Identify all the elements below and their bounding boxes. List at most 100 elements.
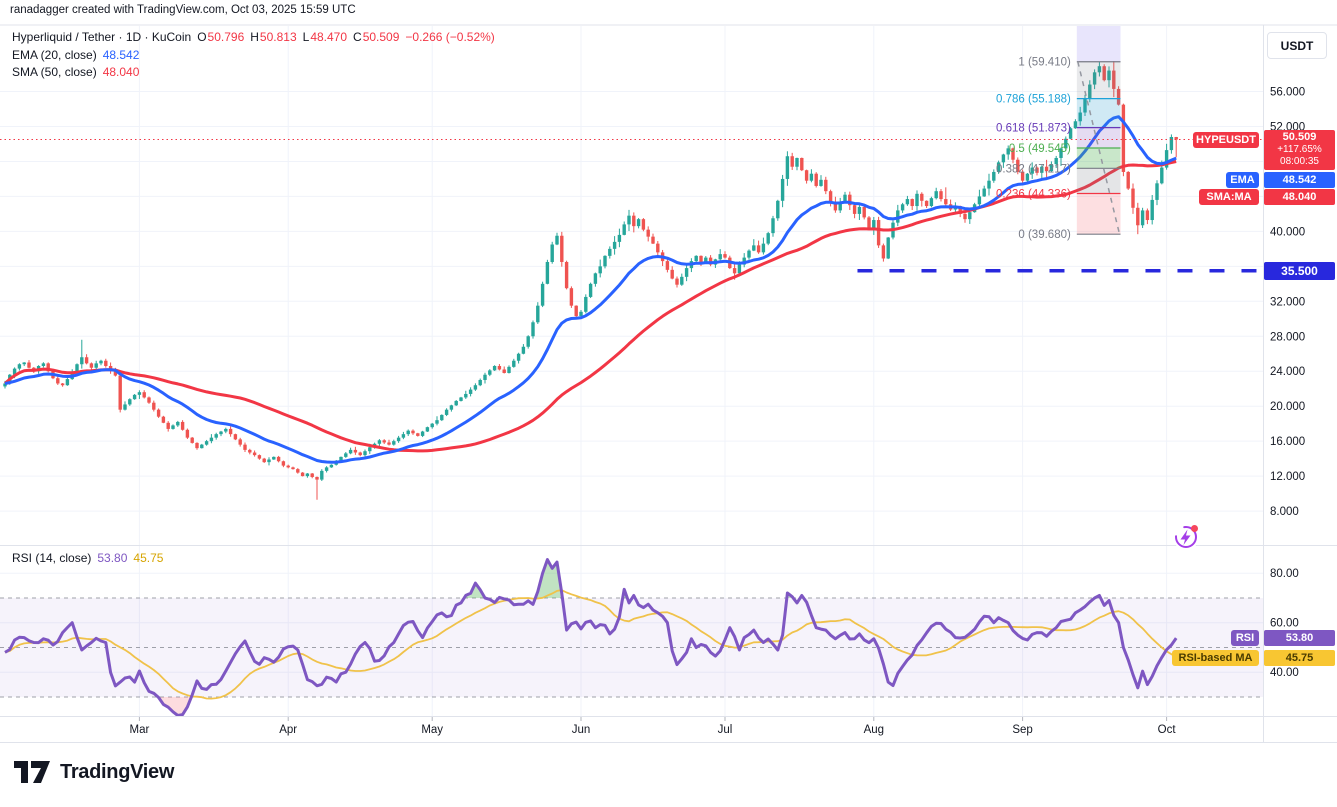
price-axis-label: 16.000 <box>1270 436 1305 448</box>
candle <box>1078 112 1082 122</box>
candle <box>704 257 708 263</box>
candle <box>113 369 118 376</box>
candle <box>1059 148 1063 158</box>
candle <box>574 305 578 317</box>
candle <box>569 288 574 306</box>
candle <box>641 219 646 230</box>
candle <box>209 437 214 442</box>
last-price: 50.509 <box>1282 131 1317 144</box>
ohlc-change: −0.266 (−0.52%) <box>405 30 495 44</box>
candle <box>286 465 290 468</box>
candle <box>723 254 727 258</box>
rsi-axis-labels: 80.00 60.00 40.00 <box>1270 568 1299 679</box>
candle <box>804 170 809 181</box>
candle <box>1001 154 1006 163</box>
candle <box>387 442 391 445</box>
candle <box>320 470 324 480</box>
candle <box>339 456 343 461</box>
candle <box>929 198 934 207</box>
candle <box>1164 150 1169 168</box>
time-axis-label: Aug <box>864 724 884 736</box>
candle <box>617 234 622 242</box>
candle <box>924 200 929 207</box>
candle <box>214 434 218 438</box>
candle <box>17 364 22 369</box>
candle <box>795 157 799 167</box>
candle <box>75 364 79 373</box>
candle <box>785 156 790 179</box>
candle <box>1025 173 1030 181</box>
rsi-band <box>0 597 1263 698</box>
ohlc-open: O50.796 <box>197 30 245 44</box>
candle <box>1030 167 1034 174</box>
candle <box>958 206 962 214</box>
candle <box>800 157 804 171</box>
fib-level-label: 0.236 (44.336) <box>996 188 1071 200</box>
sma-indicator-name[interactable]: SMA (50, close) <box>12 65 97 79</box>
candle <box>881 245 886 259</box>
candle <box>684 268 689 277</box>
candle <box>1044 166 1049 172</box>
ema-indicator-name[interactable]: EMA (20, close) <box>12 48 97 62</box>
candle <box>147 397 151 403</box>
rsi-indicator-name[interactable]: RSI (14, close) <box>12 551 92 565</box>
rsi-oversold-fill <box>158 697 192 716</box>
price-axis-label: 28.000 <box>1270 331 1305 343</box>
candle <box>435 420 439 424</box>
candle <box>670 269 674 279</box>
candle <box>824 179 828 192</box>
candle <box>132 394 137 400</box>
candle <box>867 217 871 228</box>
candle <box>1140 210 1145 226</box>
attribution-text: ranadagger created with TradingView.com,… <box>10 4 356 16</box>
candle <box>646 229 650 237</box>
candle <box>1155 183 1159 200</box>
candle <box>238 439 242 445</box>
candle <box>425 427 430 432</box>
candle <box>454 400 458 406</box>
candle <box>176 421 180 426</box>
time-axis-label: Oct <box>1158 724 1177 736</box>
candle <box>41 363 46 366</box>
candle <box>920 193 924 201</box>
candle <box>3 383 7 387</box>
candle <box>252 452 257 456</box>
candle <box>281 461 286 466</box>
candle <box>593 273 598 284</box>
currency-toggle-button[interactable]: USDT <box>1267 32 1327 59</box>
rsi-axis-label: 60.00 <box>1270 618 1299 630</box>
symbol-title[interactable]: Hyperliquid / Tether · 1D · KuCoin <box>12 30 192 44</box>
fib-level-label: 0.382 (47.217) <box>996 163 1071 175</box>
price-axis-label: 56.000 <box>1270 87 1305 99</box>
candle <box>118 375 122 410</box>
time-axis-label: Jul <box>718 724 733 736</box>
candle <box>843 194 847 202</box>
rsi-ma-indicator-value: 45.75 <box>133 551 164 565</box>
tradingview-logo[interactable]: TradingView <box>14 760 174 784</box>
candle <box>89 363 94 368</box>
candle <box>324 467 329 471</box>
candle <box>420 431 425 436</box>
candle <box>977 196 982 205</box>
candle <box>665 261 670 270</box>
candle <box>1035 167 1039 173</box>
candle <box>656 243 660 253</box>
candle <box>382 440 386 443</box>
candle <box>540 283 545 306</box>
candle <box>598 266 602 274</box>
candle <box>516 353 521 361</box>
candle <box>396 437 401 442</box>
candle <box>1145 210 1150 221</box>
fib-retracement <box>1076 26 1121 235</box>
fib-level-label: 0.5 (49.545) <box>1009 143 1071 155</box>
candle <box>699 255 703 263</box>
candle <box>502 369 506 373</box>
ema-badge-value: 48.542 <box>1264 172 1335 188</box>
candle <box>267 459 271 463</box>
candle <box>219 431 223 435</box>
candle <box>344 453 348 457</box>
candle <box>862 206 866 218</box>
candlestick-series <box>3 61 1178 500</box>
lightning-quick-trade-icon[interactable] <box>1173 524 1199 550</box>
